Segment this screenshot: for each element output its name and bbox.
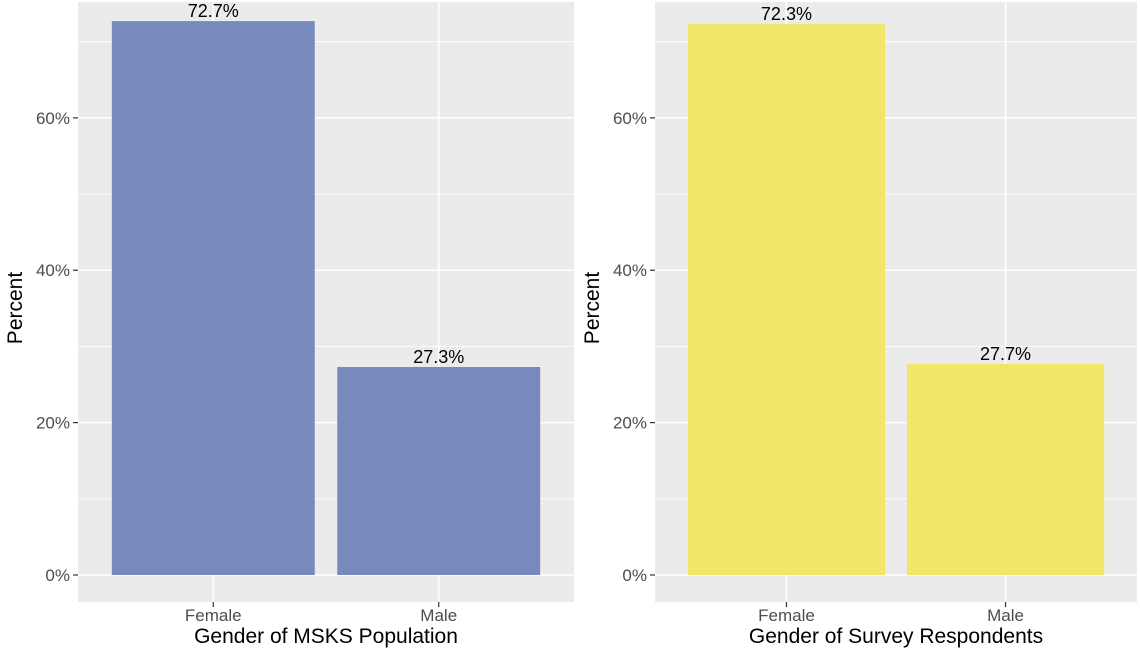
- x-tick-label: Female: [758, 606, 815, 625]
- y-tick-label: 20%: [36, 414, 70, 433]
- y-axis-title: Percent: [581, 272, 604, 345]
- data-label-female: 72.3%: [761, 4, 812, 24]
- bar-male: [906, 363, 1105, 575]
- y-tick-label: 40%: [613, 261, 647, 280]
- bar-female: [111, 21, 315, 576]
- bar-female: [687, 24, 886, 575]
- x-axis-title: Gender of Survey Respondents: [749, 625, 1043, 648]
- x-tick-label: Female: [185, 606, 242, 625]
- data-label-male: 27.3%: [413, 347, 464, 367]
- y-tick-label: 0%: [622, 566, 647, 585]
- y-tick-label: 20%: [613, 414, 647, 433]
- x-tick-label: Male: [987, 606, 1024, 625]
- x-axis-title: Gender of MSKS Population: [194, 625, 458, 648]
- bar-male: [337, 367, 541, 575]
- data-label-female: 72.7%: [188, 1, 239, 21]
- y-axis-title: Percent: [4, 272, 27, 345]
- y-tick-label: 60%: [36, 109, 70, 128]
- y-tick-label: 40%: [36, 261, 70, 280]
- x-tick-label: Male: [420, 606, 457, 625]
- y-tick-label: 60%: [613, 109, 647, 128]
- data-label-male: 27.7%: [980, 344, 1031, 364]
- y-tick-label: 0%: [45, 566, 70, 585]
